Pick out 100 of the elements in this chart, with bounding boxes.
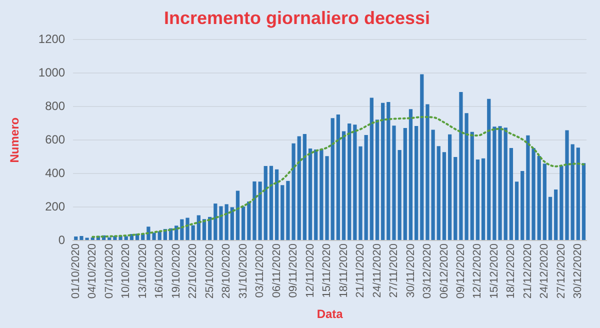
x-tick-label: 16/10/2020 [154, 244, 166, 299]
x-tick-label: 31/10/2020 [237, 244, 250, 299]
x-tick-label: 06/12/2020 [438, 244, 450, 299]
bar [565, 130, 569, 240]
bar [504, 128, 508, 240]
bar [308, 148, 312, 240]
x-tick-label: 30/12/2020 [572, 244, 584, 299]
bar [420, 74, 424, 240]
bar [242, 206, 246, 240]
bar [487, 98, 491, 240]
bar [274, 169, 279, 240]
x-tick-label: 19/10/2020 [170, 244, 182, 299]
x-tick-label: 03/12/2020 [422, 244, 434, 299]
bar [158, 231, 162, 240]
bar [358, 146, 362, 240]
bar [542, 164, 546, 240]
x-tick-label: 28/10/2020 [220, 244, 233, 299]
line-series [92, 116, 585, 238]
bar [348, 123, 352, 240]
x-tick-label: 24/12/2020 [538, 244, 551, 299]
bar [454, 156, 458, 240]
y-tick-label: 1000 [38, 65, 66, 80]
x-tick-label: 04/10/2020 [86, 244, 99, 299]
bar [208, 216, 212, 240]
y-axis-title: Numero [8, 117, 22, 163]
x-tick-label: 25/10/2020 [204, 244, 216, 299]
bar [514, 182, 519, 240]
bar [448, 134, 452, 240]
bar [247, 202, 251, 240]
bar [297, 136, 301, 240]
x-tick-label: 12/11/2020 [304, 244, 316, 298]
bar [560, 166, 564, 240]
x-tick-label: 22/10/2020 [187, 244, 200, 299]
bar [191, 225, 195, 240]
bar [124, 236, 128, 240]
x-tick-label: 21/12/2020 [522, 244, 534, 299]
bar [302, 134, 307, 240]
bar [364, 135, 368, 240]
bar [74, 236, 78, 240]
bar [186, 218, 190, 240]
bar [537, 156, 541, 240]
bar [236, 190, 240, 240]
bar [520, 171, 524, 240]
bar [280, 185, 284, 240]
bar [342, 131, 346, 240]
bar [219, 206, 223, 240]
bar [481, 158, 486, 240]
bar [414, 126, 418, 240]
x-tick-label: 24/11/2020 [371, 244, 384, 298]
x-tick-label: 06/11/2020 [270, 244, 283, 298]
x-tick-label: 09/11/2020 [288, 244, 300, 298]
x-tick-label: 27/11/2020 [388, 244, 400, 298]
bar [370, 98, 374, 240]
x-tick-label: 30/11/2020 [404, 244, 417, 298]
x-tick-label: 21/11/2020 [354, 244, 367, 298]
bar [398, 150, 402, 240]
bar [375, 120, 380, 240]
bar [381, 102, 385, 240]
bar [470, 132, 474, 240]
bar [330, 118, 334, 240]
x-tick-label: 15/12/2020 [488, 244, 500, 299]
x-tick-label: 13/10/2020 [136, 244, 149, 299]
bar [108, 237, 112, 240]
y-tick-label: 200 [45, 199, 66, 214]
bar [314, 149, 318, 240]
bar [570, 144, 574, 240]
bar [509, 148, 514, 240]
bar [408, 109, 413, 240]
x-tick-label: 12/12/2020 [472, 244, 484, 299]
x-tick-label: 10/10/2020 [120, 244, 132, 299]
bar [392, 126, 396, 240]
x-tick-label: 07/10/2020 [103, 244, 116, 299]
bar [576, 148, 580, 240]
bar [336, 114, 340, 240]
bar [548, 196, 552, 240]
x-tick-label: 18/12/2020 [505, 244, 518, 299]
y-tick-label: 1200 [38, 32, 66, 46]
x-tick-label: 09/12/2020 [455, 244, 467, 299]
bar [386, 102, 390, 240]
bar [264, 166, 268, 240]
bar [353, 124, 357, 240]
bar [442, 152, 446, 240]
bar [403, 128, 407, 240]
bar [214, 204, 218, 240]
y-tick-label: 600 [45, 132, 66, 146]
bar [224, 204, 228, 240]
y-tick-label: 800 [45, 98, 66, 113]
bar [582, 163, 586, 240]
bar [269, 166, 274, 240]
x-tick-label: 15/11/2020 [321, 244, 334, 298]
y-tick-label: 400 [45, 166, 66, 180]
x-tick-label: 18/11/2020 [338, 244, 350, 298]
bar [196, 215, 200, 240]
x-tick-label: 01/10/2020 [70, 244, 82, 299]
x-axis-title: Data [316, 307, 344, 322]
x-tick-label: 03/11/2020 [254, 244, 266, 298]
x-tick-label: 27/12/2020 [555, 244, 568, 299]
bar [230, 207, 234, 240]
bar [476, 160, 480, 240]
y-tick-label: 0 [58, 232, 66, 247]
